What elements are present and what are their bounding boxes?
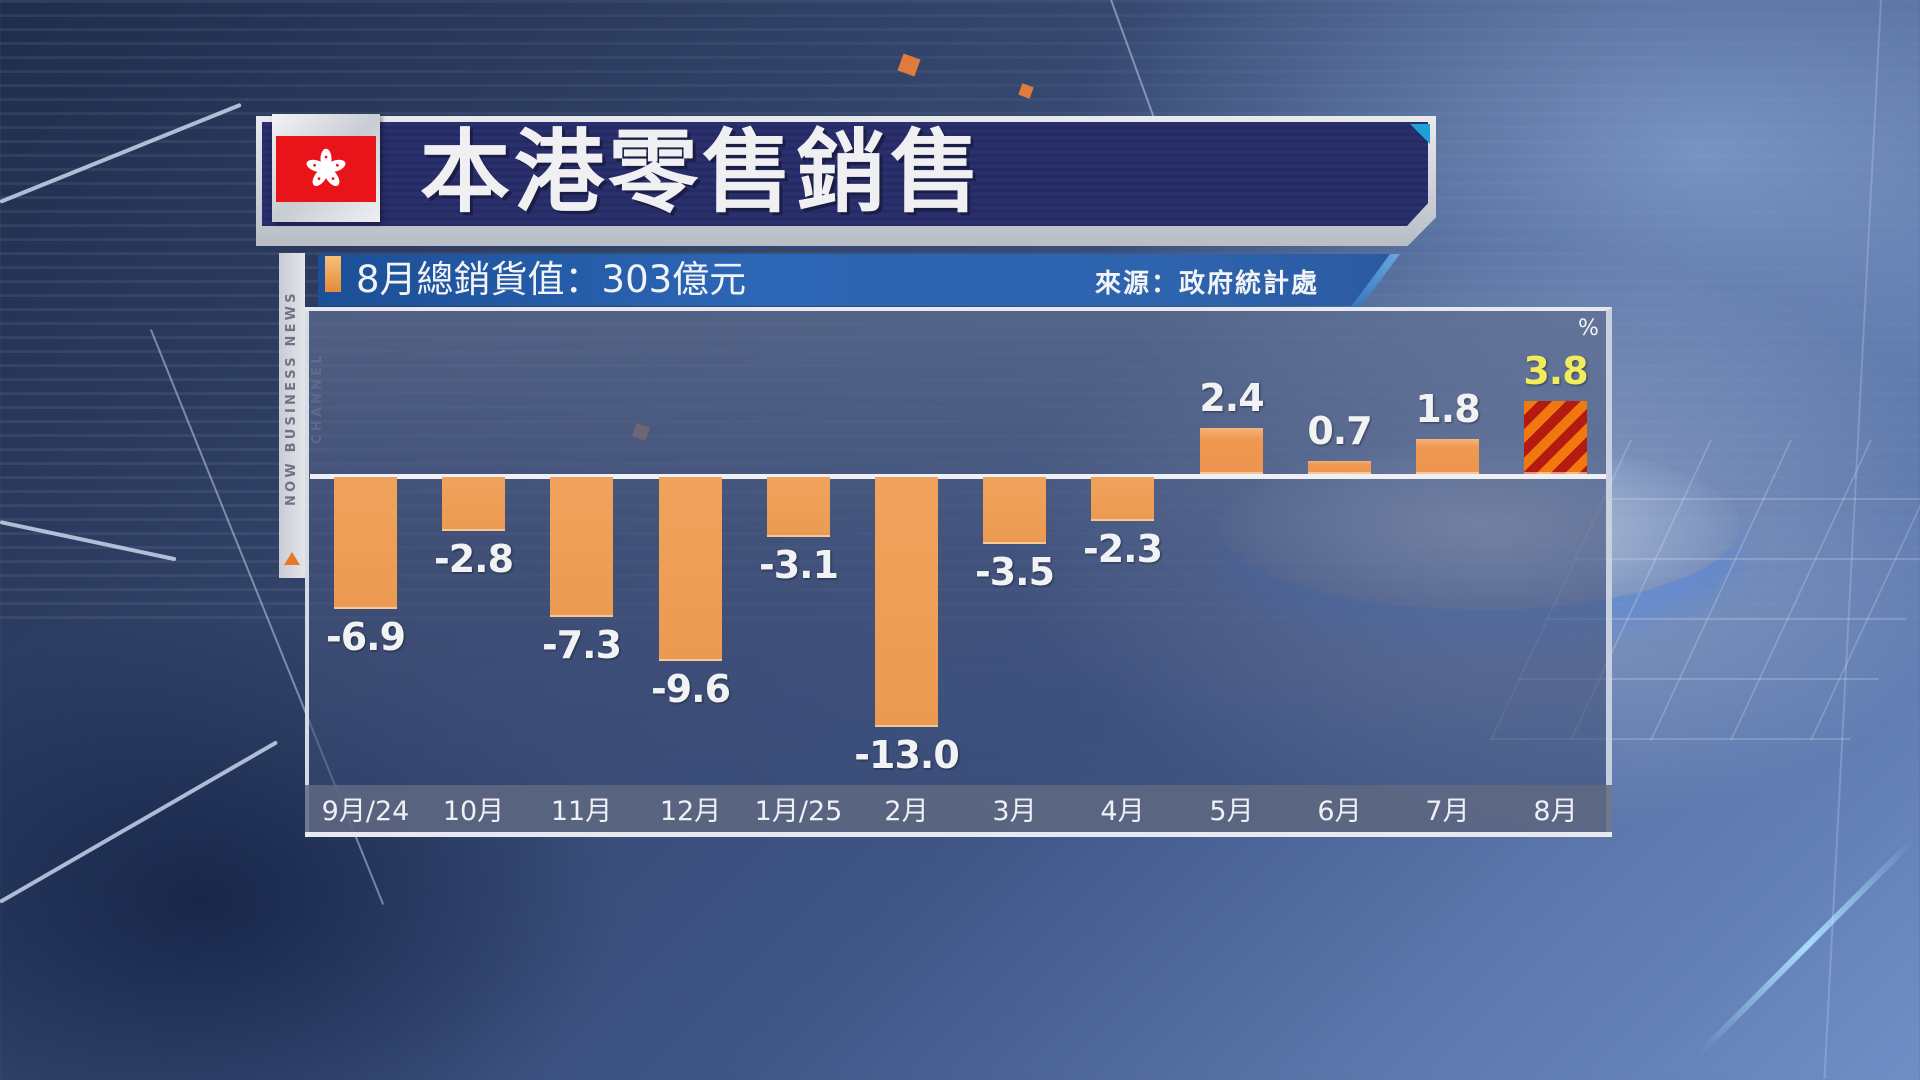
- bar: [875, 477, 938, 727]
- channel-label: NOW BUSINESS NEWS CHANNEL: [284, 290, 325, 506]
- bar-value-label: -9.6: [650, 667, 731, 711]
- chart-panel-edge: [305, 307, 309, 837]
- bar: [1200, 428, 1263, 474]
- corner-accent: [1410, 124, 1430, 144]
- bar: [1416, 439, 1479, 474]
- x-axis-label: 8月: [1533, 796, 1578, 827]
- chart-title: 本港零售銷售: [420, 120, 984, 225]
- background-light-streak: [0, 740, 279, 904]
- chart-panel: [305, 307, 1612, 837]
- total-sales-value: 8月總銷貨值：303億元: [356, 258, 747, 301]
- bar-value-label: -3.5: [974, 550, 1055, 594]
- x-axis-strip: [305, 785, 1612, 837]
- bar-value-label: -6.9: [325, 615, 406, 659]
- bar: [983, 477, 1046, 544]
- x-axis-label: 5月: [1209, 796, 1254, 827]
- x-axis-label: 6月: [1317, 796, 1362, 827]
- bar: [767, 477, 830, 537]
- bar: [1308, 461, 1371, 474]
- bar: [1524, 401, 1587, 474]
- title-bar: [262, 122, 1428, 226]
- x-axis-label: 4月: [1100, 796, 1145, 827]
- bar-value-label: -3.1: [758, 543, 839, 587]
- x-axis-label: 1月/25: [754, 796, 843, 827]
- hong-kong-flag-icon: [276, 136, 376, 202]
- subtitle-marker-icon: [325, 256, 341, 292]
- background-glow-line: [1697, 838, 1915, 1056]
- bar-value-label: -2.8: [433, 537, 514, 581]
- bar-value-label: -2.3: [1082, 527, 1163, 571]
- zero-baseline: [310, 474, 1606, 479]
- bar-value-label: 3.8: [1523, 349, 1588, 393]
- channel-triangle-icon: [284, 552, 300, 565]
- subtitle-strip: [318, 254, 1394, 306]
- bar-value-label: 2.4: [1199, 376, 1264, 420]
- channel-strip: [279, 253, 305, 578]
- bauhinia-icon: [306, 148, 346, 186]
- x-axis-label: 12月: [659, 796, 722, 827]
- bar: [550, 477, 613, 617]
- bar: [442, 477, 505, 531]
- bar-value-label: 0.7: [1307, 409, 1372, 453]
- bar-value-label: -7.3: [541, 623, 622, 667]
- x-axis-label: 9月/24: [321, 796, 410, 827]
- bar: [1091, 477, 1154, 521]
- x-axis-label: 11月: [550, 796, 613, 827]
- x-axis-label: 2月: [884, 796, 929, 827]
- x-axis-label: 3月: [992, 796, 1037, 827]
- bar: [334, 477, 397, 609]
- x-axis-label: 7月: [1425, 796, 1470, 827]
- data-source: 來源：政府統計處: [1095, 269, 1320, 299]
- bar: [659, 477, 722, 661]
- x-axis-label: 10月: [442, 796, 505, 827]
- bar-value-label: -13.0: [854, 733, 960, 777]
- unit-label: %: [1578, 316, 1599, 341]
- bar-value-label: 1.8: [1415, 387, 1480, 431]
